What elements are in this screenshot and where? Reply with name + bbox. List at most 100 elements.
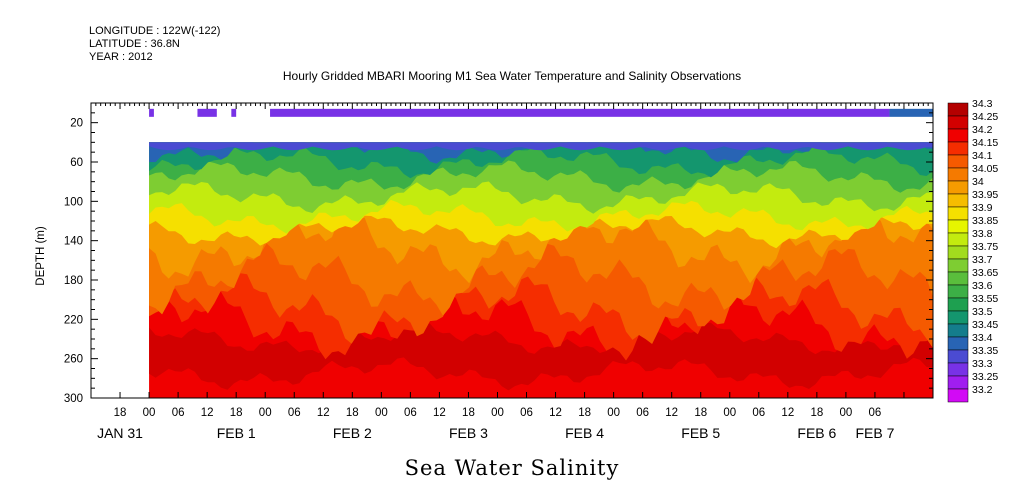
x-hour-label: 06 (404, 407, 417, 419)
colorbar-label: 33.75 (972, 241, 998, 253)
surface-salinity-segment (197, 108, 217, 117)
colorbar-swatch (947, 115, 969, 130)
colorbar-label: 33.5 (972, 306, 993, 318)
x-hour-label: 18 (578, 407, 591, 419)
colorbar-swatch (947, 336, 969, 351)
plot-area (91, 103, 934, 398)
x-hour-label: 06 (288, 407, 301, 419)
colorbar-label: 34.1 (972, 150, 993, 162)
x-hour-label: 06 (752, 407, 765, 419)
colorbar-swatch (947, 362, 969, 377)
colorbar: 34.334.2534.234.1534.134.053433.9533.933… (947, 98, 998, 403)
colorbar-label: 33.7 (972, 254, 993, 266)
x-hour-label: 12 (549, 407, 562, 419)
x-hour-label: 12 (781, 407, 794, 419)
x-day-label: JAN 31 (97, 425, 143, 441)
x-hour-label: 06 (520, 407, 533, 419)
colorbar-swatch (947, 232, 969, 247)
colorbar-label: 33.8 (972, 228, 993, 240)
colorbar-swatch (947, 206, 969, 221)
colorbar-label: 34.25 (972, 111, 998, 123)
x-hour-label: 00 (839, 407, 852, 419)
x-hour-label: 18 (230, 407, 243, 419)
axes: 20 60 100 140 180 220 260 300 18 00 06 12 18 00 06 12 18… (64, 102, 934, 441)
colorbar-label: 33.85 (972, 215, 998, 227)
x-hour-label: 12 (665, 407, 678, 419)
x-hour-label: 18 (346, 407, 359, 419)
colorbar-label: 33.35 (972, 345, 998, 357)
x-day-label: FEB 1 (217, 425, 256, 441)
colorbar-label: 33.4 (972, 332, 993, 344)
y-tick-label: 60 (70, 157, 83, 169)
colorbar-swatch (947, 154, 969, 169)
x-hour-label: 06 (636, 407, 649, 419)
colorbar-swatch (947, 388, 969, 403)
y-tick-label: 140 (64, 236, 83, 248)
x-hour-label: 06 (869, 407, 882, 419)
x-hour-label: 00 (607, 407, 620, 419)
y-tick-label: 100 (64, 196, 83, 208)
surface-salinity-segment (270, 108, 890, 117)
colorbar-label: 34.15 (972, 137, 998, 149)
colorbar-swatch (947, 323, 969, 338)
surface-salinity-segment (889, 108, 933, 117)
colorbar-label: 33.55 (972, 293, 998, 305)
x-hour-label: 00 (143, 407, 156, 419)
colorbar-label: 33.6 (972, 280, 993, 292)
x-day-label: FEB 5 (681, 425, 720, 441)
x-day-label: FEB 6 (797, 425, 836, 441)
chart-title: Hourly Gridded MBARI Mooring M1 Sea Wate… (283, 69, 741, 83)
colorbar-swatch (947, 141, 969, 156)
colorbar-label: 33.65 (972, 267, 998, 279)
x-day-label: FEB 2 (333, 425, 372, 441)
longitude-label: LONGITUDE : 122W(-122) (89, 25, 220, 37)
colorbar-swatch (947, 102, 969, 117)
x-hour-label: 18 (694, 407, 707, 419)
y-tick-label: 180 (64, 275, 83, 287)
colorbar-label: 33.25 (972, 371, 998, 383)
colorbar-label: 33.3 (972, 358, 993, 370)
colorbar-label: 34.3 (972, 98, 993, 110)
x-hour-label: 00 (375, 407, 388, 419)
x-hour-label: 06 (172, 407, 185, 419)
latitude-label: LATITUDE : 36.8N (89, 38, 180, 50)
x-hour-label: 12 (317, 407, 330, 419)
colorbar-label: 34.2 (972, 124, 993, 136)
salinity-band-surface (149, 142, 934, 151)
y-tick-label: 20 (70, 118, 83, 130)
x-hour-label: 18 (114, 407, 127, 419)
colorbar-label: 33.2 (972, 384, 993, 396)
colorbar-swatch (947, 167, 969, 182)
x-hour-label: 00 (259, 407, 272, 419)
colorbar-swatch (947, 128, 969, 143)
x-axis-title: Sea Water Salinity (405, 456, 620, 480)
y-tick-label: 220 (64, 314, 83, 326)
colorbar-label: 33.95 (972, 189, 998, 201)
colorbar-swatch (947, 284, 969, 299)
y-tick-label: 300 (64, 393, 83, 405)
x-hour-label: 00 (723, 407, 736, 419)
colorbar-swatch (947, 245, 969, 260)
colorbar-swatch (947, 193, 969, 208)
year-label: YEAR : 2012 (89, 51, 153, 63)
colorbar-label: 34 (972, 176, 984, 188)
y-axis-title: DEPTH (m) (35, 226, 47, 286)
colorbar-swatch (947, 349, 969, 364)
colorbar-label: 34.05 (972, 163, 998, 175)
x-hour-label: 18 (462, 407, 475, 419)
colorbar-swatch (947, 297, 969, 312)
surface-salinity-segment (231, 108, 237, 117)
colorbar-swatch (947, 310, 969, 325)
surface-salinity-segment (149, 108, 154, 117)
x-hour-label: 12 (201, 407, 214, 419)
colorbar-label: 33.45 (972, 319, 998, 331)
x-day-label: FEB 3 (449, 425, 488, 441)
colorbar-label: 33.9 (972, 202, 993, 214)
x-day-label: FEB 4 (565, 425, 604, 441)
colorbar-swatch (947, 219, 969, 234)
x-day-label: FEB 7 (855, 425, 894, 441)
x-hour-label: 18 (810, 407, 823, 419)
colorbar-swatch (947, 271, 969, 286)
x-hour-label: 12 (433, 407, 446, 419)
